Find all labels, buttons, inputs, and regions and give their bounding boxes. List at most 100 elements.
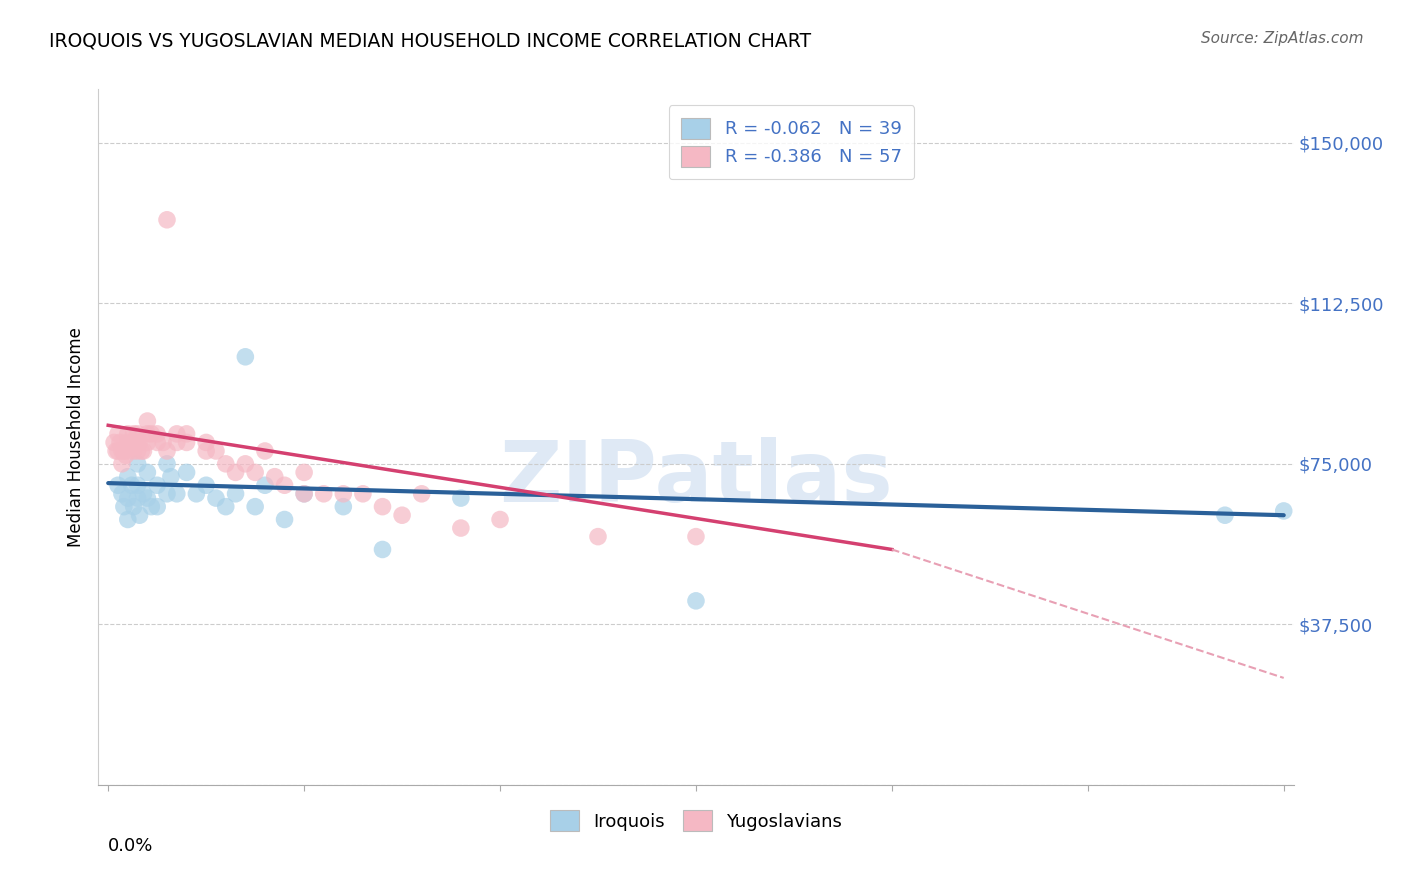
Point (127, 426, 149, 441)
Point (1272, 504, 1295, 518)
Point (132, 444, 155, 458)
Point (132, 487, 155, 501)
Text: ZIPatlas: ZIPatlas (499, 437, 893, 520)
Point (146, 435, 169, 450)
Text: 0.0%: 0.0% (108, 837, 153, 855)
Point (117, 469, 139, 483)
Point (253, 444, 276, 458)
Point (166, 426, 188, 441)
Point (105, 444, 128, 458)
Point (122, 500, 145, 514)
Point (115, 448, 138, 462)
Point (103, 435, 125, 450)
Point (332, 500, 354, 514)
Point (292, 487, 315, 501)
Point (121, 435, 143, 450)
Point (195, 444, 218, 458)
Point (205, 444, 228, 458)
Point (146, 500, 169, 514)
Point (136, 435, 159, 450)
Point (160, 469, 183, 483)
Point (107, 426, 129, 441)
Point (292, 466, 315, 480)
Point (166, 435, 188, 450)
Point (124, 435, 146, 450)
Point (586, 530, 609, 544)
Point (156, 212, 179, 227)
Legend: Iroquois, Yugoslavians: Iroquois, Yugoslavians (543, 804, 849, 838)
Point (253, 478, 276, 492)
Point (371, 500, 394, 514)
Point (127, 478, 149, 492)
Point (235, 457, 257, 471)
Point (176, 435, 198, 450)
Point (411, 487, 433, 501)
Point (225, 466, 247, 480)
Point (108, 435, 131, 450)
Point (1213, 508, 1236, 523)
Point (450, 521, 472, 535)
Point (176, 466, 198, 480)
Point (371, 542, 394, 557)
Point (312, 487, 335, 501)
Point (127, 457, 149, 471)
Point (186, 487, 208, 501)
Point (136, 414, 159, 428)
Point (117, 435, 139, 450)
Point (685, 530, 707, 544)
Point (292, 487, 315, 501)
Point (195, 435, 218, 450)
Point (136, 491, 159, 505)
Point (391, 508, 413, 523)
Point (156, 444, 179, 458)
Point (136, 426, 159, 441)
Point (156, 457, 179, 471)
Point (243, 466, 266, 480)
Point (352, 487, 374, 501)
Point (127, 444, 149, 458)
Text: IROQUOIS VS YUGOSLAVIAN MEDIAN HOUSEHOLD INCOME CORRELATION CHART: IROQUOIS VS YUGOSLAVIAN MEDIAN HOUSEHOLD… (49, 31, 811, 50)
Point (131, 444, 153, 458)
Text: Source: ZipAtlas.com: Source: ZipAtlas.com (1201, 31, 1364, 46)
Point (128, 508, 150, 523)
Point (215, 457, 238, 471)
Point (122, 426, 145, 441)
Point (112, 444, 135, 458)
Point (273, 512, 295, 526)
Point (166, 487, 188, 501)
Point (107, 478, 129, 492)
Point (111, 444, 134, 458)
Point (111, 457, 134, 471)
Point (121, 478, 143, 492)
Point (176, 426, 198, 441)
Point (122, 444, 145, 458)
Point (195, 478, 218, 492)
Point (152, 435, 174, 450)
Point (215, 500, 238, 514)
Point (225, 487, 247, 501)
Point (156, 487, 179, 501)
Point (273, 478, 295, 492)
Point (117, 491, 139, 505)
Point (141, 500, 163, 514)
Point (117, 512, 139, 526)
Point (263, 469, 285, 483)
Point (111, 487, 134, 501)
Point (450, 491, 472, 505)
Point (489, 512, 512, 526)
Point (136, 466, 159, 480)
Point (127, 491, 149, 505)
Point (146, 478, 169, 492)
Y-axis label: Median Household Income: Median Household Income (66, 327, 84, 547)
Point (117, 444, 139, 458)
Point (243, 500, 266, 514)
Point (117, 426, 139, 441)
Point (685, 594, 707, 608)
Point (141, 426, 163, 441)
Point (235, 350, 257, 364)
Point (205, 491, 228, 505)
Point (127, 435, 149, 450)
Point (107, 444, 129, 458)
Point (112, 500, 135, 514)
Point (332, 487, 354, 501)
